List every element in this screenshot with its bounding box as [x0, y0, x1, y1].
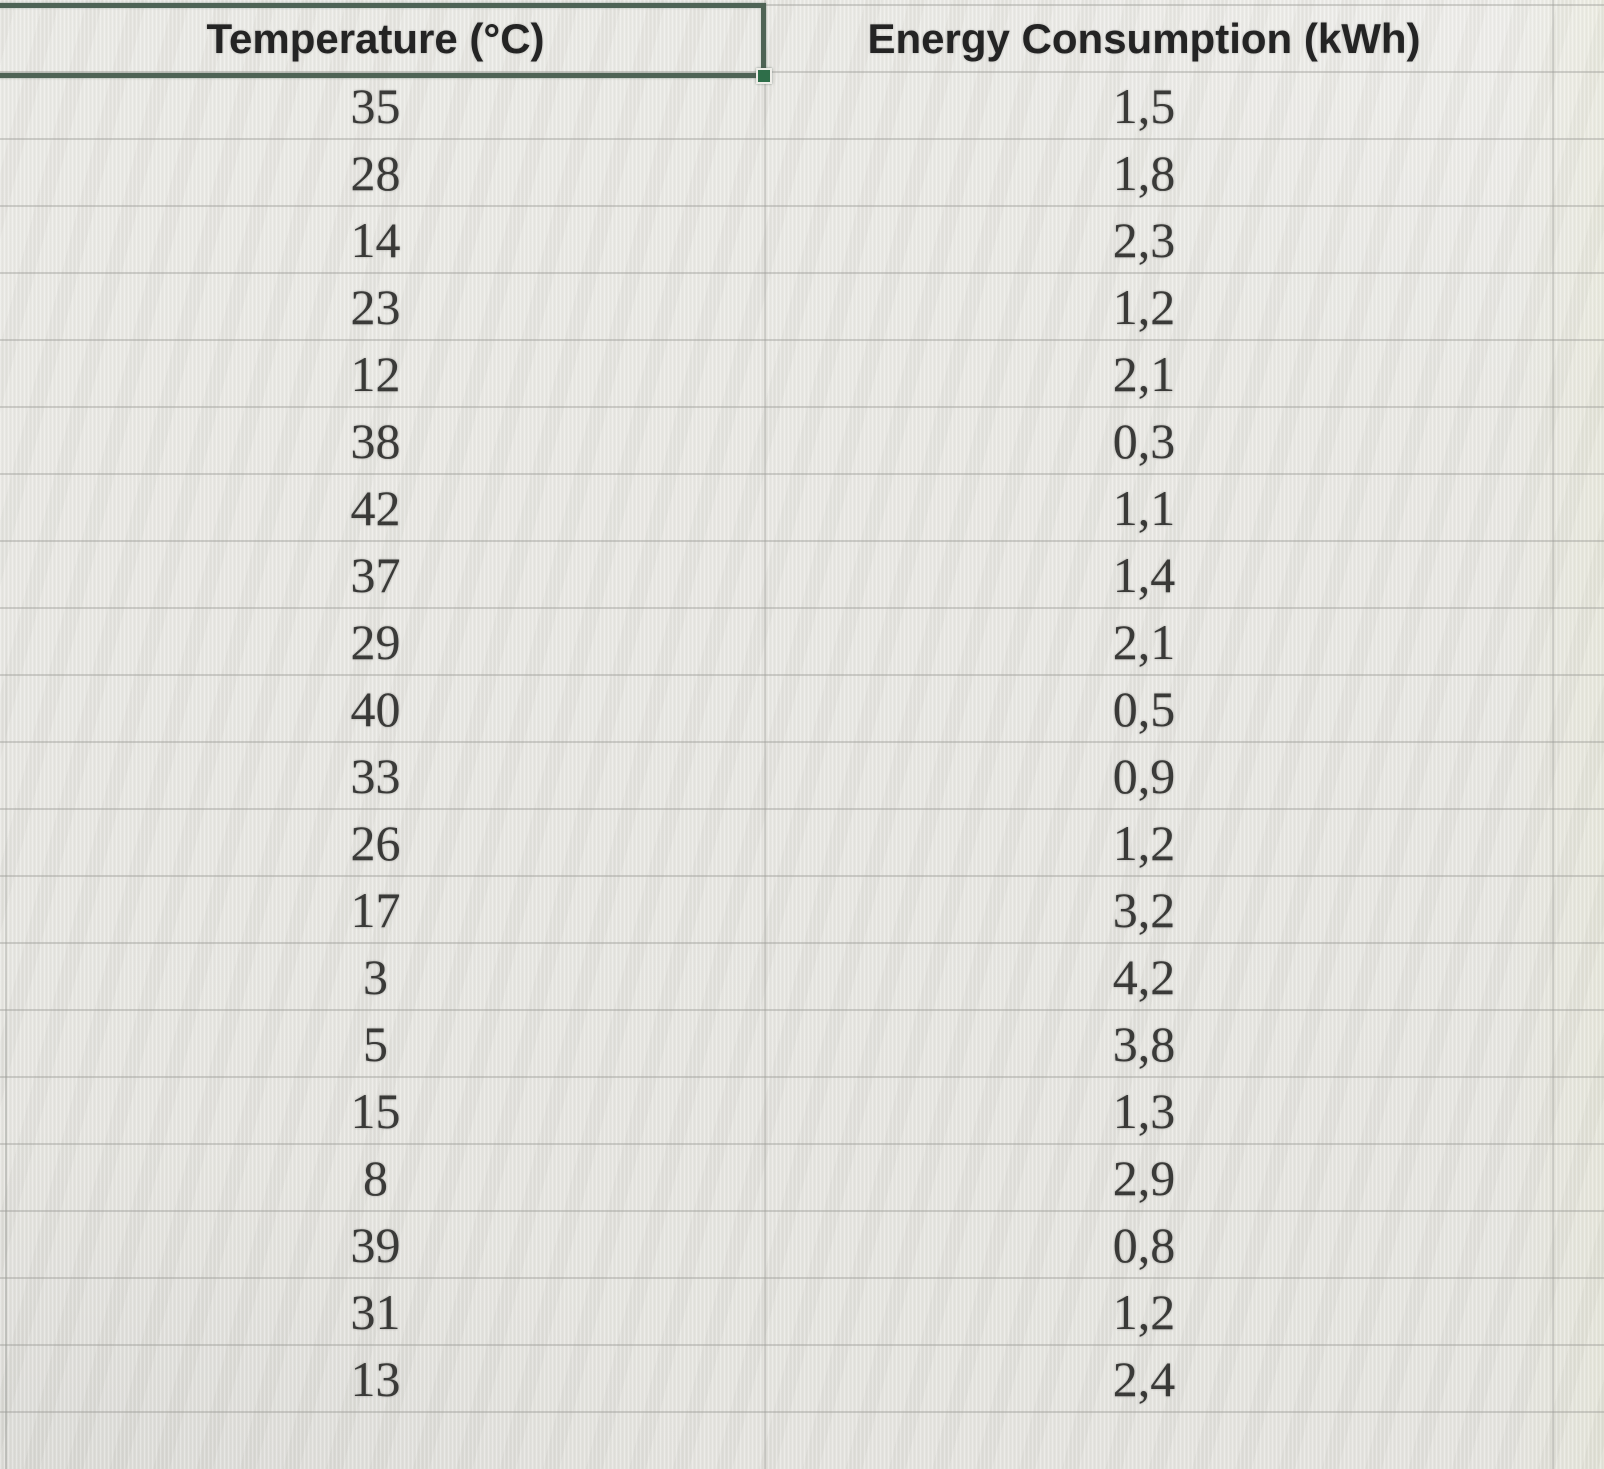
table-row: 15 1,3: [0, 1077, 1604, 1144]
gridline: [0, 205, 1604, 207]
gridline: [0, 1411, 1604, 1413]
energy-cell[interactable]: 1,8: [1112, 144, 1176, 201]
temperature-cell[interactable]: 39: [350, 1216, 401, 1273]
gridline: [0, 71, 1604, 73]
table-row: 38 0,3: [0, 407, 1604, 474]
energy-cell[interactable]: 1,1: [1112, 479, 1176, 536]
energy-cell[interactable]: 1,2: [1112, 1283, 1176, 1340]
temperature-cell[interactable]: 35: [350, 77, 401, 134]
temperature-cell[interactable]: 5: [363, 1015, 388, 1072]
temperature-cell[interactable]: 3: [363, 948, 388, 1005]
table-row: 33 0,9: [0, 742, 1604, 809]
table-row: 8 2,9: [0, 1144, 1604, 1211]
table-row: 28 1,8: [0, 139, 1604, 206]
energy-cell[interactable]: 2,1: [1112, 345, 1176, 402]
temperature-cell[interactable]: 28: [350, 144, 401, 201]
temperature-cell[interactable]: 12: [350, 345, 401, 402]
gridline: [0, 4, 1604, 6]
table-row: 35 1,5: [0, 72, 1604, 139]
gridline-left-edge: [5, 0, 7, 1469]
energy-cell[interactable]: 1,2: [1112, 278, 1176, 335]
energy-cell[interactable]: 0,5: [1112, 680, 1176, 737]
gridline: [0, 1277, 1604, 1279]
gridline: [0, 875, 1604, 877]
energy-cell[interactable]: 3,8: [1112, 1015, 1176, 1072]
table-row: 3 4,2: [0, 943, 1604, 1010]
energy-cell[interactable]: 2,1: [1112, 613, 1176, 670]
temperature-cell[interactable]: 8: [363, 1149, 388, 1206]
table-row: 40 0,5: [0, 675, 1604, 742]
gridline-column-a-b: [764, 0, 766, 1469]
table-row: 31 1,2: [0, 1278, 1604, 1345]
table-row: 5 3,8: [0, 1010, 1604, 1077]
temperature-cell[interactable]: 42: [350, 479, 401, 536]
temperature-cell[interactable]: 14: [350, 211, 401, 268]
table-body: 35 1,5 28 1,8 14 2,3 23 1,2 12 2,1 38 0,…: [0, 72, 1604, 1412]
table-row: 12 2,1: [0, 340, 1604, 407]
gridline: [0, 607, 1604, 609]
energy-cell[interactable]: 1,2: [1112, 814, 1176, 871]
energy-cell[interactable]: 4,2: [1112, 948, 1176, 1005]
column-header-energy[interactable]: Energy Consumption (kWh): [867, 14, 1421, 62]
table-row: 29 2,1: [0, 608, 1604, 675]
gridline: [0, 473, 1604, 475]
gridline: [0, 1210, 1604, 1212]
temperature-cell[interactable]: 33: [350, 747, 401, 804]
energy-cell[interactable]: 2,3: [1112, 211, 1176, 268]
gridline: [0, 942, 1604, 944]
energy-cell[interactable]: 0,8: [1112, 1216, 1176, 1273]
gridline: [0, 674, 1604, 676]
temperature-cell[interactable]: 17: [350, 881, 401, 938]
temperature-cell[interactable]: 31: [350, 1283, 401, 1340]
temperature-cell[interactable]: 38: [350, 412, 401, 469]
energy-cell[interactable]: 1,4: [1112, 546, 1176, 603]
gridline: [0, 272, 1604, 274]
gridline-column-b-c: [1552, 0, 1554, 1469]
gridline: [0, 1143, 1604, 1145]
gridline: [0, 1076, 1604, 1078]
energy-cell[interactable]: 3,2: [1112, 881, 1176, 938]
energy-cell[interactable]: 1,3: [1112, 1082, 1176, 1139]
energy-cell[interactable]: 0,9: [1112, 747, 1176, 804]
gridline: [0, 138, 1604, 140]
header-row: Temperature (°C) Energy Consumption (kWh…: [0, 5, 1604, 72]
column-header-temperature[interactable]: Temperature (°C): [206, 14, 545, 62]
gridline: [0, 339, 1604, 341]
table-row: 14 2,3: [0, 206, 1604, 273]
table-row: 17 3,2: [0, 876, 1604, 943]
gridline: [0, 1009, 1604, 1011]
energy-cell[interactable]: 2,9: [1112, 1149, 1176, 1206]
temperature-cell[interactable]: 26: [350, 814, 401, 871]
table-row: 37 1,4: [0, 541, 1604, 608]
gridline: [0, 808, 1604, 810]
temperature-cell[interactable]: 15: [350, 1082, 401, 1139]
fill-handle[interactable]: [756, 68, 772, 84]
temperature-cell[interactable]: 23: [350, 278, 401, 335]
temperature-cell[interactable]: 29: [350, 613, 401, 670]
gridline: [0, 1344, 1604, 1346]
temperature-cell[interactable]: 40: [350, 680, 401, 737]
table-row: 23 1,2: [0, 273, 1604, 340]
temperature-cell[interactable]: 37: [350, 546, 401, 603]
gridline: [0, 406, 1604, 408]
table-row: 26 1,2: [0, 809, 1604, 876]
energy-cell[interactable]: 2,4: [1112, 1350, 1176, 1407]
table-row: 42 1,1: [0, 474, 1604, 541]
table-row: 39 0,8: [0, 1211, 1604, 1278]
data-table: Temperature (°C) Energy Consumption (kWh…: [0, 5, 1604, 1412]
gridline: [0, 540, 1604, 542]
gridline: [0, 741, 1604, 743]
energy-cell[interactable]: 0,3: [1112, 412, 1176, 469]
table-row: 13 2,4: [0, 1345, 1604, 1412]
energy-cell[interactable]: 1,5: [1112, 77, 1176, 134]
temperature-cell[interactable]: 13: [350, 1350, 401, 1407]
